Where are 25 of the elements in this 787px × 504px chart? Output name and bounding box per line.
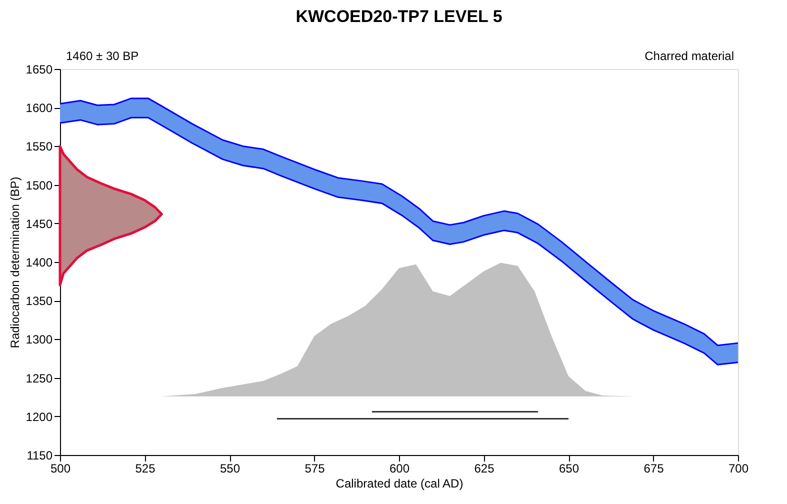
x-tick-label: 625 xyxy=(474,462,495,476)
y-tick-label: 1350 xyxy=(26,294,53,308)
y-tick-label: 1150 xyxy=(26,448,53,462)
y-tick-label: 1500 xyxy=(26,178,53,192)
x-tick-label: 500 xyxy=(50,462,71,476)
x-tick-label: 600 xyxy=(389,462,410,476)
x-tick-label: 525 xyxy=(135,462,156,476)
x-tick-label: 575 xyxy=(304,462,326,476)
text: 1460 ± 30 BP xyxy=(66,49,139,63)
y-tick-label: 1450 xyxy=(26,216,53,231)
x-axis-title: Calibrated date (cal AD) xyxy=(336,476,464,490)
y-tick-label: 1200 xyxy=(26,410,53,424)
y-tick-label: 1600 xyxy=(26,101,53,116)
y-tick-label: 1250 xyxy=(26,371,53,386)
x-tick-label: 700 xyxy=(728,462,749,476)
y-tick-label: 1550 xyxy=(26,140,53,154)
chart-title: KWCOED20-TP7 LEVEL 5 xyxy=(296,7,502,26)
x-tick-label: 675 xyxy=(644,462,664,476)
y-axis-title: Radiocarbon determination (BP) xyxy=(8,176,22,348)
y-tick-label: 1650 xyxy=(26,62,53,76)
y-tick-label: 1300 xyxy=(26,332,53,347)
y-tick-label: 1400 xyxy=(26,256,53,270)
x-tick-label: 650 xyxy=(558,462,580,476)
x-tick-label: 550 xyxy=(220,462,240,476)
text: Charred material xyxy=(644,49,734,63)
